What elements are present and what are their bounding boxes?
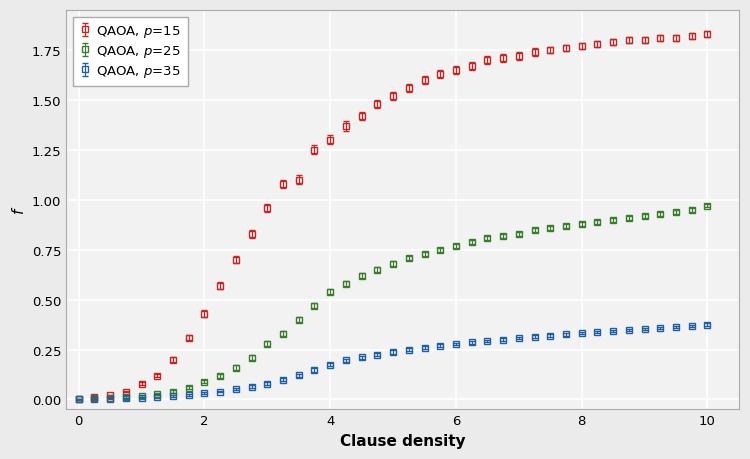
X-axis label: Clause density: Clause density <box>340 433 465 448</box>
Legend: QAOA, $p$=15, QAOA, $p$=25, QAOA, $p$=35: QAOA, $p$=15, QAOA, $p$=25, QAOA, $p$=35 <box>73 17 188 87</box>
Y-axis label: f: f <box>11 207 26 213</box>
